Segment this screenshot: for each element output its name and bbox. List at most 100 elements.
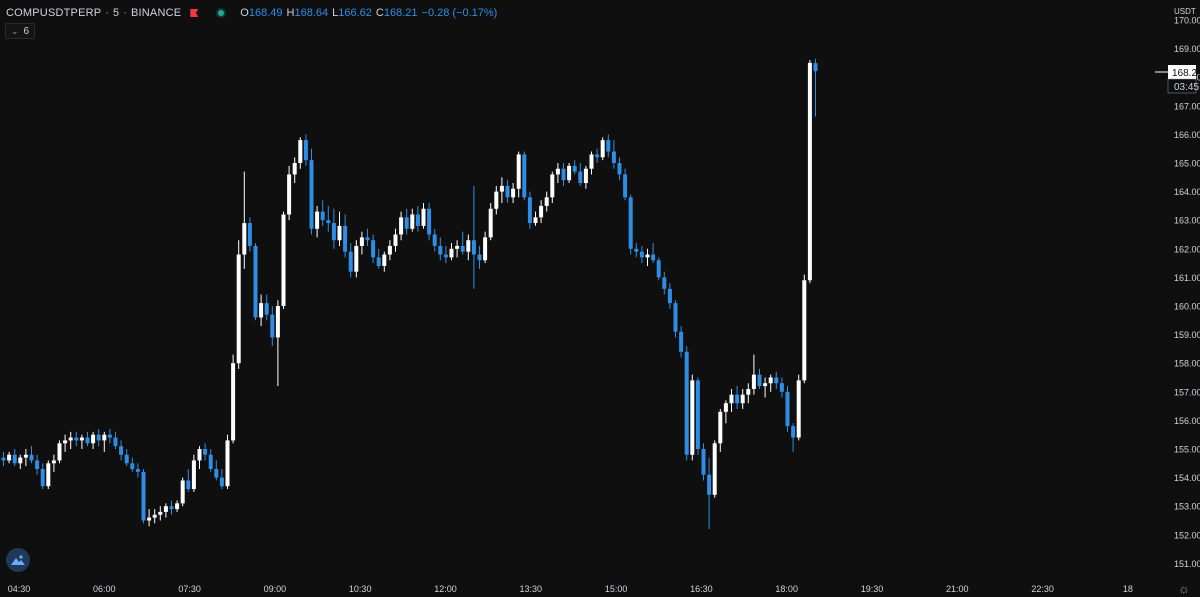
candle-body [701,449,706,475]
price-tick-label: 170.00 [1174,16,1200,26]
candle [522,151,527,201]
candle-body [639,251,644,258]
candle-body [684,351,689,455]
candle [270,306,275,347]
candle-body [611,151,616,163]
time-tick-label: 16:30 [690,584,713,594]
candle [1,451,6,467]
candle [158,506,163,521]
last-price-badge [1168,65,1196,79]
price-tick-label: 163.00 [1174,216,1200,226]
candle-body [259,303,264,318]
price-tick-label: 165.00 [1174,159,1200,169]
candle-body [113,437,118,447]
market-status-icon[interactable] [216,8,227,18]
symbol-name[interactable]: COMPUSDTPERP [6,7,102,19]
candle-body [673,303,678,332]
candle [180,477,185,507]
candle-body [399,217,404,235]
candle-body [802,280,807,381]
candle-body [438,245,443,255]
candle [275,300,280,387]
candle-body [225,440,230,487]
time-tick-label: 09:00 [264,584,287,594]
candle-body [595,154,600,158]
candle-body [651,254,656,261]
candle-body [275,306,280,338]
time-tick-label: 18:00 [775,584,798,594]
candle-body [712,443,717,495]
candle [421,203,426,229]
price-tick-label: 155.00 [1174,445,1200,455]
time-tick-label: 06:00 [93,584,116,594]
candle [443,245,448,264]
candle [791,423,796,452]
candle-body [214,469,219,478]
time-tick-label: 21:00 [946,584,969,594]
candle [208,449,213,472]
candle [315,205,320,238]
flag-icon[interactable] [190,9,199,17]
candle-body [617,163,622,175]
candle-body [326,220,331,224]
gear-icon[interactable]: ☼ [1178,581,1190,596]
candle [309,148,314,235]
candle [427,203,432,241]
candle-body [320,211,325,221]
candle [410,208,415,232]
candle [606,134,611,158]
low-label: L [332,7,339,19]
candle-body [51,460,56,464]
candle [331,208,336,249]
candle [242,171,247,269]
low-value: 166.62 [338,7,372,19]
candle [723,400,728,424]
candle [511,183,516,204]
time-tick-label: 12:00 [434,584,457,594]
candle-body [354,245,359,272]
price-axis[interactable]: USDT 151.00 152.00 153.00 154.00 155.00 156.0… [1174,7,1200,569]
candle [404,208,409,235]
candle-body [455,245,460,249]
candle-body [679,331,684,352]
candle [466,234,471,261]
candle [113,431,118,449]
candle [298,137,303,169]
candle [555,163,560,184]
candle [483,231,488,264]
candle [617,157,622,181]
indicators-toggle[interactable]: ⌄ 6 [5,23,36,39]
candle [539,200,544,224]
candle [85,431,90,447]
candle-body [634,248,639,252]
candle [51,454,56,472]
exchange-name[interactable]: BINANCE [130,7,182,19]
candle-body [555,168,560,175]
tradingview-logo[interactable] [6,548,30,572]
candle [561,163,566,186]
candle [527,191,532,229]
candle-body [371,240,376,258]
candle-body [141,471,146,521]
candle-body [427,208,432,235]
candle [583,165,588,189]
candle [225,434,230,490]
candle [46,460,51,490]
candle-body [550,174,555,198]
close-label: C [375,7,384,19]
candle-body [751,374,756,389]
candle [214,460,219,481]
candle-body [421,208,426,226]
candle [264,294,269,321]
candle-body [656,260,661,278]
candle-body [169,506,174,510]
candle [23,449,28,467]
candle [326,205,331,232]
interval[interactable]: 5 [112,7,120,19]
time-axis[interactable]: 04:30 06:00 07:30 09:00 10:30 12:00 13:30 15:00… [8,584,1133,594]
candle-body [432,234,437,246]
time-tick-label: 10:30 [349,584,372,594]
candle-body [718,411,723,444]
candle-body [40,469,45,487]
